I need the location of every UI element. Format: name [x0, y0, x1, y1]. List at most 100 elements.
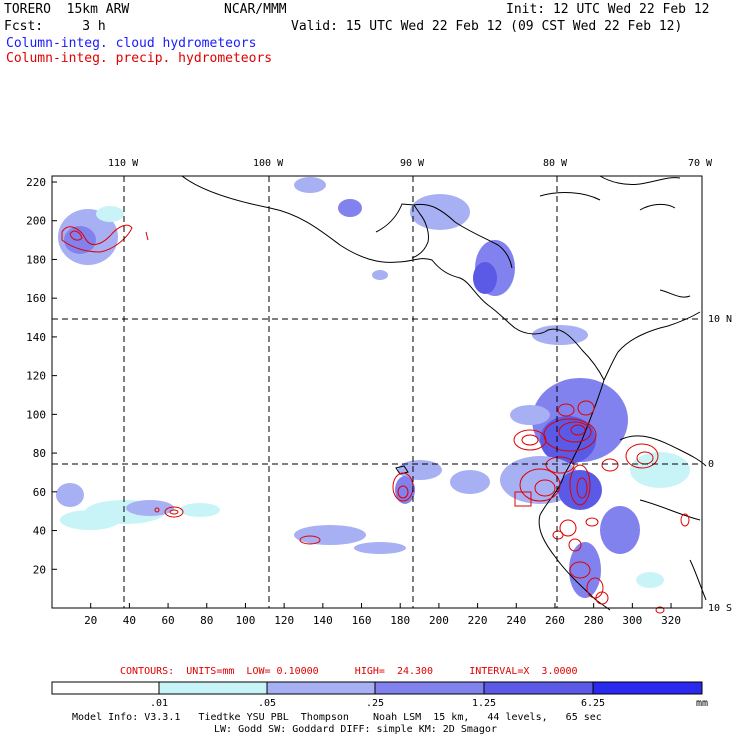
- cloud-area: [56, 483, 84, 507]
- contour: [519, 468, 561, 502]
- cloud-area: [96, 206, 124, 222]
- x-tick-label: 20: [84, 614, 97, 627]
- contour: [164, 506, 184, 518]
- x-tick-label: 80: [200, 614, 213, 627]
- contour-info: CONTOURS: UNITS=mm LOW= 0.10000 HIGH= 24…: [120, 666, 578, 677]
- coastline: [639, 499, 701, 521]
- contour: [521, 434, 539, 446]
- colorbar-label: .05: [258, 698, 276, 709]
- cloud-area: [354, 542, 406, 554]
- coastline: [538, 379, 611, 611]
- contour: [569, 561, 591, 579]
- y-tick-label: 220: [26, 176, 46, 189]
- cloud-area: [410, 194, 470, 230]
- coastline: [413, 203, 513, 269]
- field-label-precip: Column-integ. precip. hydrometeors: [6, 51, 273, 66]
- lat-label: 10 N: [708, 314, 732, 325]
- model-info: Model Info: V3.3.1 Tiedtke YSU PBL Thomp…: [72, 712, 602, 723]
- model-name: TORERO 15km ARW: [4, 2, 130, 17]
- lon-label: 100 W: [253, 158, 284, 169]
- y-tick-label: 60: [33, 486, 46, 499]
- forecast-hour: Fcst: 3 h: [4, 19, 106, 34]
- colorbar-units: mm: [696, 698, 708, 709]
- cloud-area: [569, 542, 601, 598]
- x-tick-label: 300: [622, 614, 642, 627]
- lon-label: 70 W: [688, 158, 713, 169]
- colorbar-bin: [592, 681, 703, 695]
- cloud-area: [510, 405, 550, 425]
- cloud-area: [338, 199, 362, 217]
- y-tick-label: 140: [26, 331, 46, 344]
- y-tick-label: 180: [26, 253, 46, 266]
- cloud-shading: [56, 177, 690, 598]
- x-tick-label: 100: [236, 614, 256, 627]
- coastline: [619, 435, 707, 467]
- contour: [534, 479, 556, 497]
- graticule: [52, 176, 702, 608]
- x-tick-label: 40: [123, 614, 136, 627]
- contour: [570, 424, 586, 436]
- cloud-area: [60, 510, 120, 530]
- colorbar-bin: [483, 681, 594, 695]
- organization: NCAR/MMM: [224, 2, 287, 17]
- colorbar: [51, 681, 703, 695]
- x-tick-label: 260: [545, 614, 565, 627]
- contour: [625, 443, 659, 469]
- colorbar-bin: [158, 681, 268, 695]
- x-tick-label: 160: [352, 614, 372, 627]
- contour: [61, 224, 133, 253]
- contour: [299, 535, 321, 545]
- colorbar-label: .25: [366, 698, 384, 709]
- x-tick-label: 60: [161, 614, 174, 627]
- y-tick-label: 200: [26, 215, 46, 228]
- x-tick-label: 180: [390, 614, 410, 627]
- x-tick-label: 140: [313, 614, 333, 627]
- x-tick-label: 200: [429, 614, 449, 627]
- colorbar-label: 6.25: [581, 698, 605, 709]
- cloud-area: [372, 270, 388, 280]
- cloud-area: [600, 506, 640, 554]
- cloud-area: [294, 177, 326, 193]
- contour: [601, 458, 619, 472]
- contour: [559, 519, 577, 537]
- valid-time: Valid: 15 UTC Wed 22 Feb 12 (09 CST Wed …: [291, 19, 683, 34]
- axis-ticks: [52, 181, 672, 608]
- cloud-area: [398, 460, 442, 480]
- cloud-area: [450, 470, 490, 494]
- y-tick-label: 100: [26, 408, 46, 421]
- contour: [655, 606, 665, 614]
- y-tick-labels: 220 200 180 160 140 120 100 80 60 40 20: [26, 176, 46, 576]
- galapagos-island: [395, 465, 409, 475]
- colorbar-label: .01: [150, 698, 168, 709]
- cloud-area: [180, 503, 220, 517]
- init-time: Init: 12 UTC Wed 22 Feb 12: [506, 2, 710, 17]
- contour: [680, 513, 690, 527]
- lon-label: 80 W: [543, 158, 568, 169]
- lat-label: 0: [708, 459, 714, 470]
- y-tick-label: 120: [26, 370, 46, 383]
- cloud-area: [558, 470, 602, 510]
- lon-label: 110 W: [108, 158, 139, 169]
- contour: [552, 530, 564, 540]
- contour: [145, 231, 149, 241]
- lon-label: 90 W: [400, 158, 425, 169]
- contour: [397, 485, 409, 499]
- map-frame: [51, 175, 703, 609]
- x-tick-label: 280: [584, 614, 604, 627]
- colorbar-bin: [266, 681, 376, 695]
- contour: [558, 421, 592, 443]
- coastline: [689, 559, 707, 601]
- x-tick-label: 320: [661, 614, 681, 627]
- y-tick-label: 160: [26, 292, 46, 305]
- coastline: [539, 192, 601, 201]
- coastlines: [181, 175, 707, 611]
- model-physics: LW: Godd SW: Goddard DIFF: simple KM: 2D…: [214, 724, 497, 735]
- cloud-area: [126, 500, 174, 516]
- contour: [557, 403, 575, 417]
- lat-label: 10 S: [708, 603, 732, 614]
- contour: [595, 591, 609, 605]
- coastline: [181, 175, 605, 381]
- coastline: [599, 175, 681, 185]
- cloud-area: [294, 525, 366, 545]
